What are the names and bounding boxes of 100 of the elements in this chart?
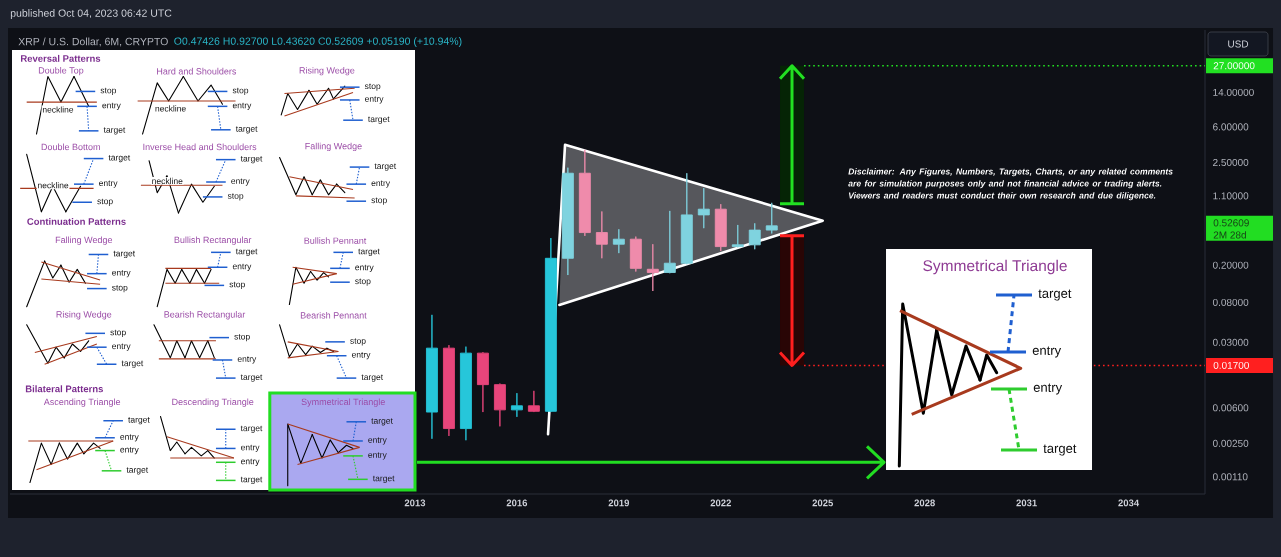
annotation: entry [120,446,139,455]
annotation: neckline [38,182,69,189]
annotation: entry [232,102,252,110]
annotation: stop [234,333,250,342]
annotation: stop [100,87,117,96]
annotation: Descending Triangle [172,398,254,407]
annotation: target [1038,289,1072,301]
x-tick-label: 2028 [914,499,935,507]
annotation: target [1043,444,1077,456]
annotation: Falling Wedge [305,142,362,152]
annotation: target [240,425,263,433]
annotation: target [358,248,380,256]
x-tick-label: 2019 [608,499,630,507]
candlestick [510,392,523,418]
y-tick-label: 14.00000 [1213,88,1254,96]
annotation: Reversal Patterns [21,54,101,62]
annotation: Continuation Patterns [27,217,126,225]
annotation: target [240,374,263,382]
annotation: Hard and Shoulders [157,67,237,75]
annotation: stop [364,83,381,91]
candlestick [629,236,642,273]
x-tick-label: 2031 [1016,499,1037,507]
x-tick-label: 2034 [1118,499,1140,507]
annotation: target [113,250,136,259]
candlestick [731,224,744,248]
annotation: target [235,126,258,134]
y-tick-label: 0.00110 [1212,473,1248,481]
annotation: stop [229,281,245,290]
annotation: Rising Wedge [299,66,355,76]
candlestick [544,237,557,413]
annotation: target [108,154,131,163]
candlestick [748,222,761,250]
annotation: Bullish Rectangular [174,236,252,245]
x-tick-label: 2022 [710,499,731,507]
annotation: entry [102,102,121,110]
annotation: entry [355,264,374,272]
annotation: entry [364,96,384,104]
x-tick-label: 2016 [506,499,528,507]
annotation: stop [97,198,113,206]
y-tick-label: 0.08000 [1212,298,1249,306]
candlestick [697,187,710,229]
annotation: target [240,476,263,485]
annotation: Rising Wedge [56,311,112,320]
annotation: Bearish Pennant [300,311,367,319]
annotation: neckline [42,106,74,113]
candlestick [646,243,659,292]
annotation: Disclaimer: Any Figures, Numbers, Targets, Charts, or any related comments are for simulation purposes only and not financial advice or trading alerts. Viewers and readers must conduct their own research and due diligence. [848,168,1173,201]
annotation: target [361,374,384,382]
annotation: target [126,467,149,475]
text: O0.47426 H0.92700 L0.43620 C0.52609 +0.05190 (+10.94%) [174,37,462,47]
annotation: Bilateral Patterns [25,385,103,393]
annotation: target [103,127,126,135]
y-tick-label: 6.00000 [1213,123,1249,131]
candlestick [595,211,608,259]
candlestick [442,344,455,437]
annotation: stop [232,87,249,96]
annotation: entry [368,437,387,445]
y-tick-label: 1.10000 [1213,192,1249,200]
annotation: target [121,360,144,368]
annotation: stop [355,278,371,286]
annotation: entry [240,458,260,466]
annotation: target [235,248,258,256]
annotation: target [374,163,397,171]
candlestick [459,346,472,441]
annotation: entry [351,352,371,360]
candlestick [612,228,625,254]
annotation: entry [237,356,257,364]
annotation: entry [120,434,139,442]
text: published Oct 04, 2023 06:42 UTC [10,9,172,19]
annotation: Falling Wedge [55,236,113,245]
annotation: stop [110,329,126,337]
annotation: entry [99,180,118,188]
annotation: entry [371,180,391,188]
annotation: entry [232,263,252,271]
candlestick [714,203,727,252]
annotation: target [128,417,150,425]
annotation: entry [240,444,260,453]
annotation: entry [368,452,387,460]
y-tick-label: 0.00250 [1212,439,1249,447]
candlestick [425,314,438,440]
text: 0.52609 [1213,219,1249,227]
annotation: stop [350,338,366,346]
annotation: target [368,116,390,124]
y-tick-label: 0.20000 [1212,261,1249,269]
annotation: target [240,156,263,164]
x-tick-label: 2013 [404,499,426,507]
annotation: neckline [152,177,183,185]
annotation: Bullish Pennant [304,237,367,244]
annotation: entry [231,178,250,186]
candlestick [561,167,574,276]
ref-line-label: 0.01700 [1213,361,1249,369]
text: 2M 28d [1213,231,1246,239]
annotation: Symmetrical Triangle [923,259,1067,275]
candlestick [765,202,778,234]
candlestick [578,149,591,237]
annotation: Bearish Rectangular [164,311,246,320]
annotation: entry [112,270,131,278]
candlestick [527,390,540,413]
annotation: target [371,418,393,426]
text: XRP / U.S. Dollar, 6M, CRYPTO [18,37,168,47]
